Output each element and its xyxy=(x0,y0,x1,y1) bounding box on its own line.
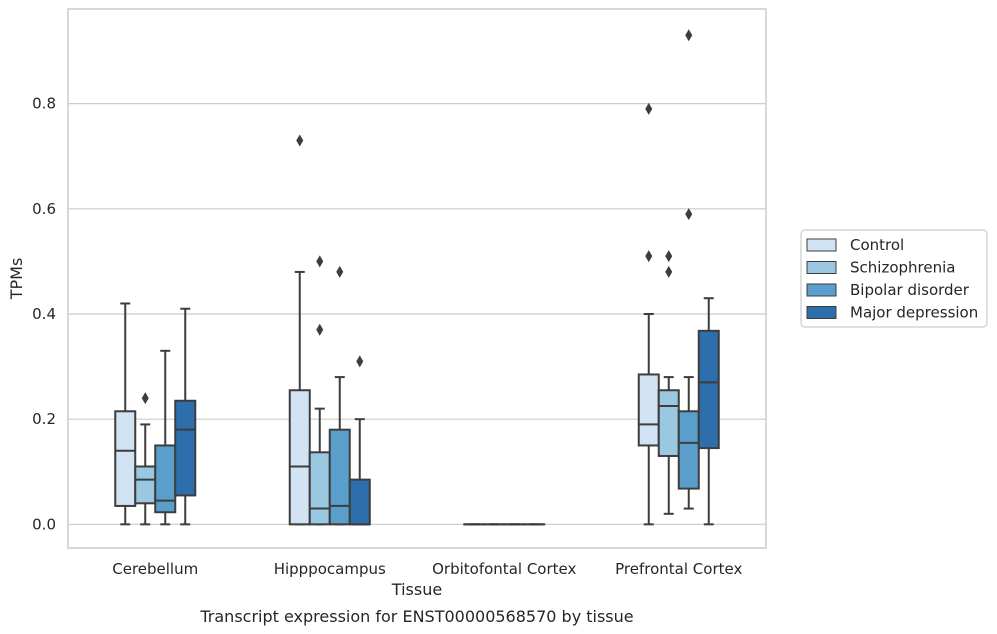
legend-label: Control xyxy=(850,236,904,254)
box-body xyxy=(659,390,679,456)
boxplot-chart: 0.0 0.2 0.4 0.6 0.8 Cerebellum Hipppocampus Or… xyxy=(0,0,997,634)
box-body xyxy=(175,401,195,496)
x-tick-label: Hipppocampus xyxy=(274,560,386,578)
box-body xyxy=(330,430,350,525)
chart-caption: Transcript expression for ENST0000056857… xyxy=(199,607,633,626)
box-body xyxy=(699,331,719,448)
x-tick-label: Orbitofontal Cortex xyxy=(432,560,576,578)
legend-label: Major depression xyxy=(850,304,978,322)
y-axis-label: TPMs xyxy=(7,258,26,301)
y-tick-label: 0.6 xyxy=(32,200,56,218)
legend-swatch xyxy=(807,239,836,251)
legend-swatch xyxy=(807,262,836,274)
y-tick-label: 0.2 xyxy=(32,410,56,428)
box-body xyxy=(155,445,175,512)
y-axis-ticks: 0.0 0.2 0.4 0.6 0.8 xyxy=(32,95,56,534)
legend-item: Major depression xyxy=(807,304,978,322)
box-body xyxy=(679,411,699,488)
box-body xyxy=(135,466,155,503)
box-body xyxy=(639,374,659,445)
x-axis-ticks: Cerebellum Hipppocampus Orbitofontal Corte… xyxy=(112,560,742,578)
x-tick-label: Cerebellum xyxy=(112,560,198,578)
x-tick-label: Prefrontal Cortex xyxy=(615,560,742,578)
y-tick-label: 0.0 xyxy=(32,515,56,533)
legend-swatch xyxy=(807,307,836,319)
box-body xyxy=(290,390,310,524)
y-tick-label: 0.4 xyxy=(32,305,56,323)
legend: Control Schizophrenia Bipolar disorder Majo… xyxy=(801,230,987,327)
legend-item: Bipolar disorder xyxy=(807,281,970,299)
box-body xyxy=(115,411,135,506)
box-body xyxy=(350,480,370,525)
legend-label: Schizophrenia xyxy=(850,259,955,277)
legend-item: Control xyxy=(807,236,904,254)
legend-swatch xyxy=(807,284,836,296)
legend-item: Schizophrenia xyxy=(807,259,955,277)
legend-label: Bipolar disorder xyxy=(850,281,970,299)
y-tick-label: 0.8 xyxy=(32,95,56,113)
x-axis-label: Tissue xyxy=(391,580,442,599)
box-body xyxy=(310,452,330,524)
